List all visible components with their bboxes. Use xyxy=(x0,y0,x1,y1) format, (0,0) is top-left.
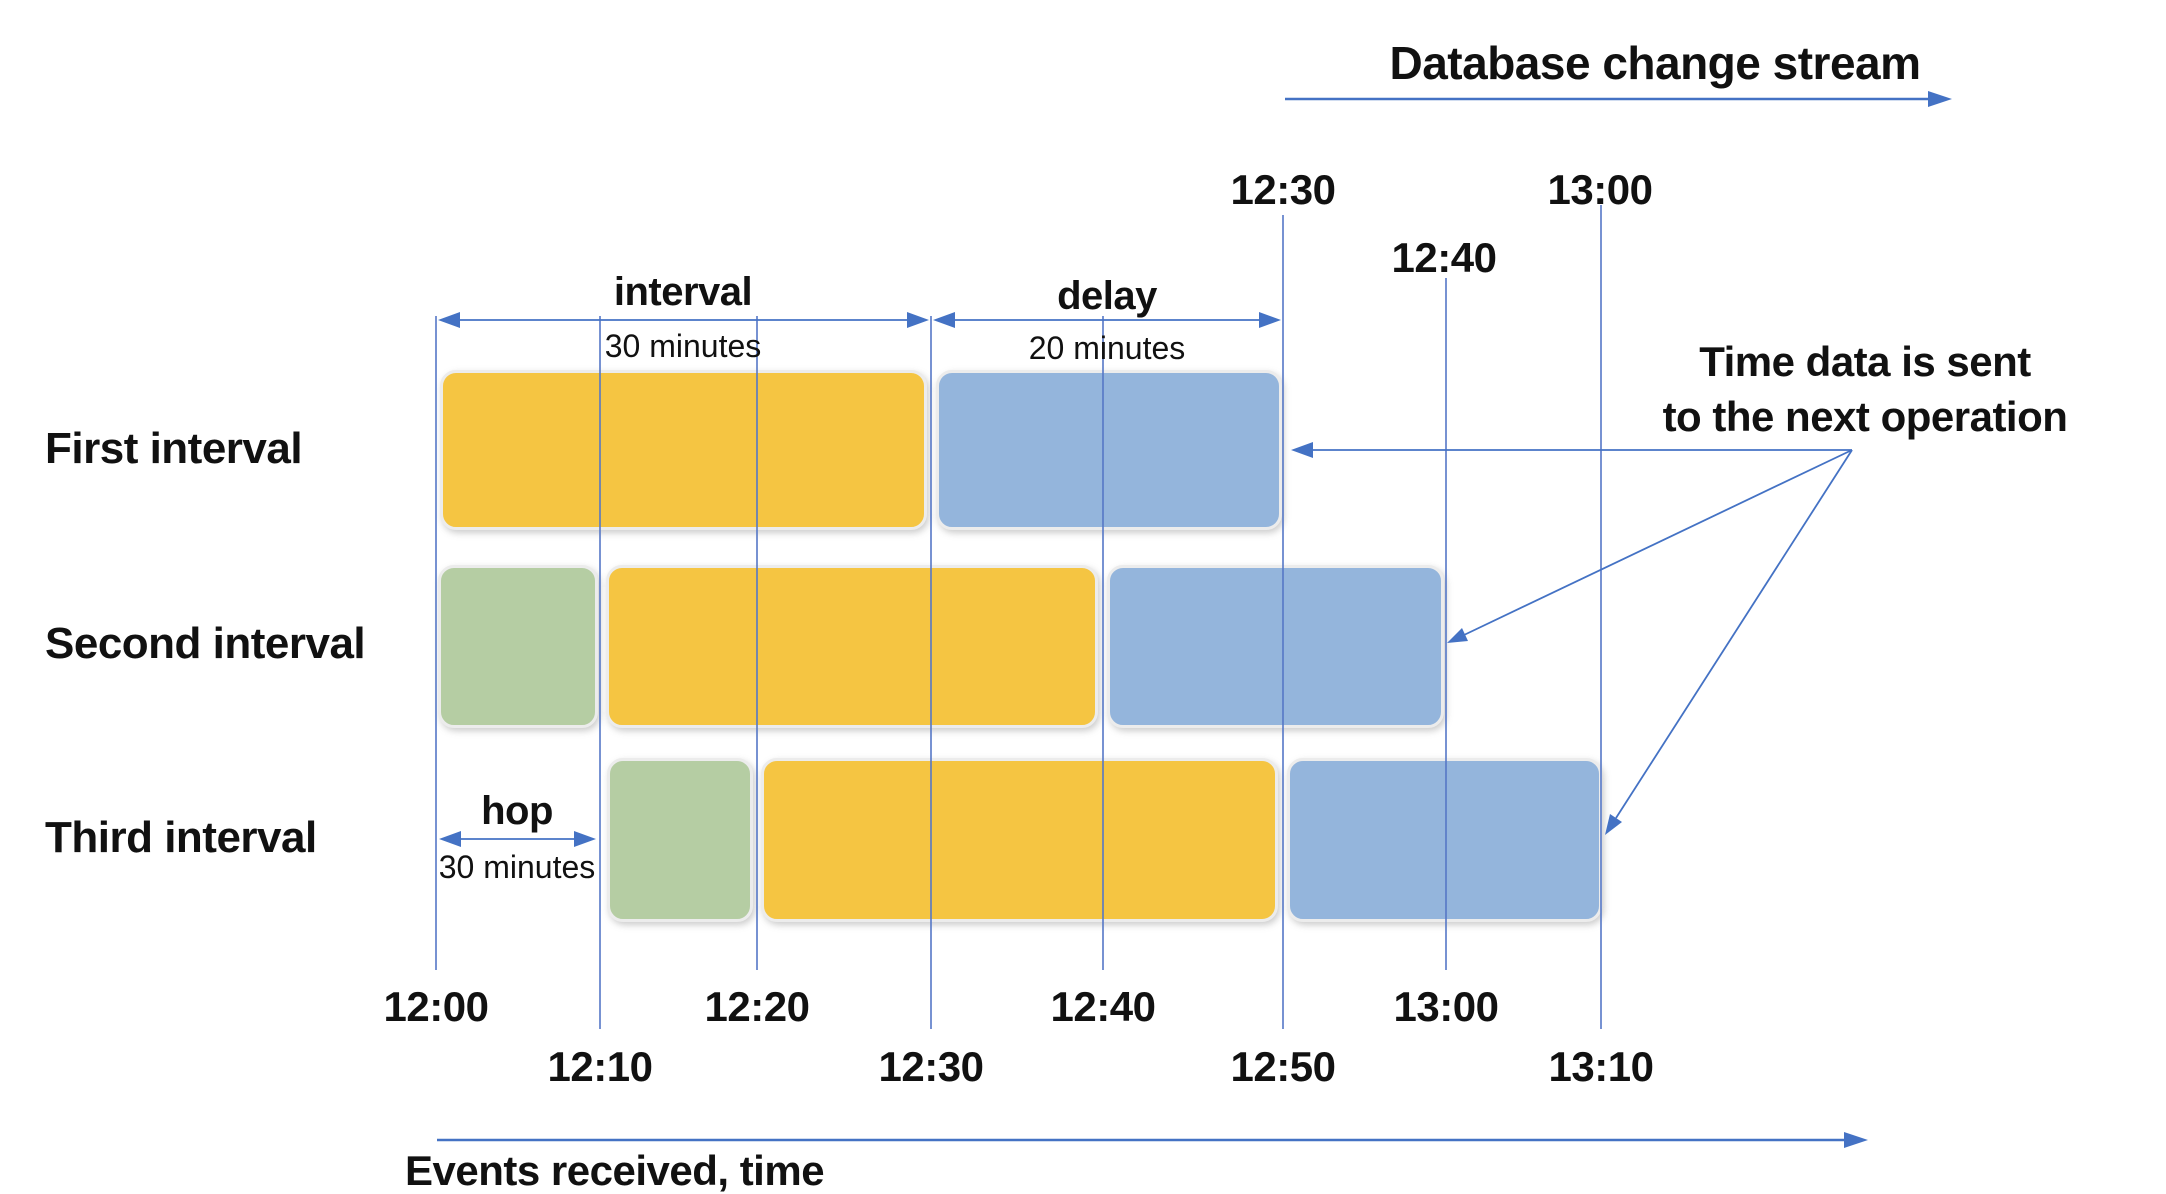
interval-annotation-duration: 30 minutes xyxy=(604,328,762,364)
event-tick-1220: 12:20 xyxy=(704,983,810,1030)
sent-annotation-line1: Time data is sent xyxy=(1699,338,2031,385)
sent-arrow-first-interval xyxy=(1291,442,1852,458)
third-interval-window-box xyxy=(761,758,1278,922)
stream-tick-1300: 13:00 xyxy=(1547,166,1653,213)
second-interval-window-box xyxy=(606,565,1098,728)
event-tick-1210: 12:10 xyxy=(547,1043,653,1090)
stream-axis-arrow xyxy=(1285,91,1952,107)
sent-annotation: Time data is sent to the next operation xyxy=(1605,334,2125,444)
stream-tick-1240: 12:40 xyxy=(1391,234,1497,281)
sent-arrow-third-interval xyxy=(1605,449,1853,835)
interval-annotation-label: interval xyxy=(613,270,753,314)
first-interval-delay-box xyxy=(936,370,1282,530)
diagram-title: Database change stream xyxy=(1389,37,1921,89)
third-interval-delay-box xyxy=(1287,758,1602,922)
hop-annotation-duration: 30 minutes xyxy=(438,849,596,885)
event-axis-label: Events received, time xyxy=(405,1147,825,1194)
event-tick-1240: 12:40 xyxy=(1050,983,1156,1030)
stream-tick-1230: 12:30 xyxy=(1230,166,1336,213)
first-interval-window-box xyxy=(440,370,927,530)
second-interval-delay-box xyxy=(1107,565,1444,728)
event-tick-1300: 13:00 xyxy=(1393,983,1499,1030)
delay-annotation-duration: 20 minutes xyxy=(1028,330,1186,366)
row-label-first-interval: First interval xyxy=(45,424,303,473)
sent-annotation-line2: to the next operation xyxy=(1662,393,2068,440)
row-label-second-interval: Second interval xyxy=(45,619,366,668)
third-interval-hop-box xyxy=(607,758,753,922)
event-tick-1310: 13:10 xyxy=(1548,1043,1654,1090)
event-tick-1200: 12:00 xyxy=(383,983,489,1030)
delay-annotation-label: delay xyxy=(1057,274,1157,318)
hop-annotation-label: hop xyxy=(481,789,553,833)
event-tick-1250: 12:50 xyxy=(1230,1043,1336,1090)
second-interval-hop-box xyxy=(438,565,598,728)
row-label-third-interval: Third interval xyxy=(45,813,317,862)
event-axis-arrow xyxy=(437,1132,1868,1148)
event-tick-1230: 12:30 xyxy=(878,1043,984,1090)
sent-arrow-second-interval xyxy=(1447,449,1853,643)
